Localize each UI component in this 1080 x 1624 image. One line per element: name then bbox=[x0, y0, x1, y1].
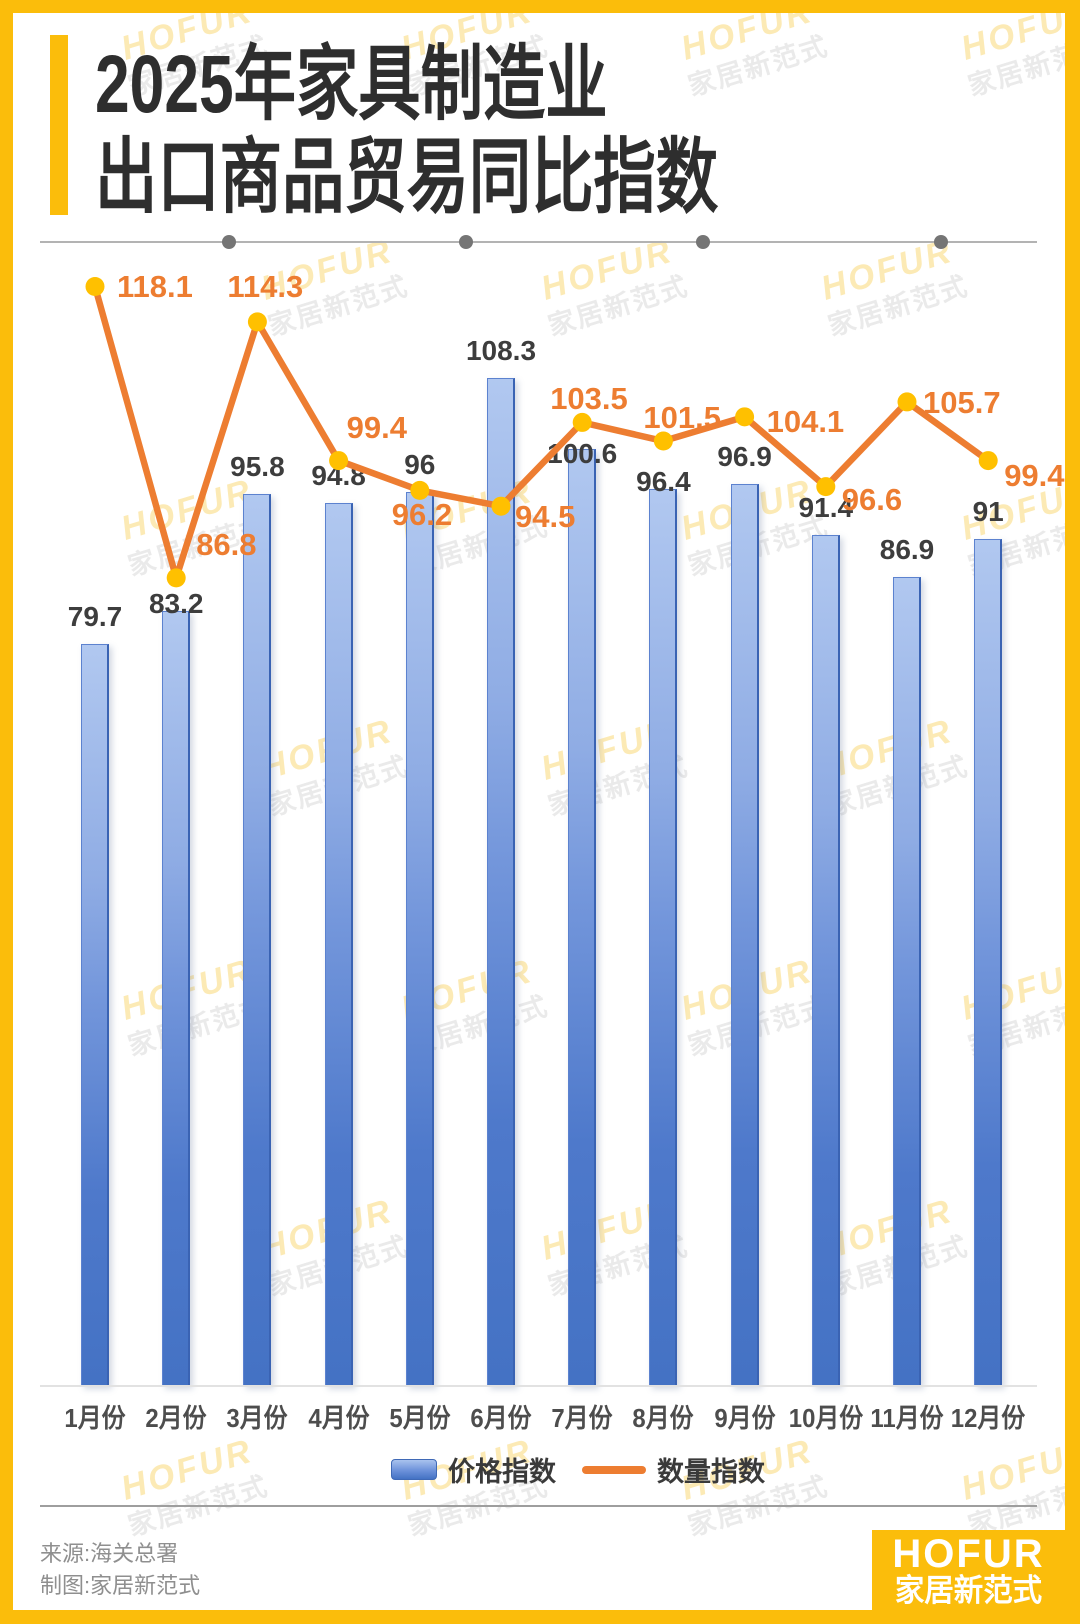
x-axis-label-2月份: 2月份 bbox=[145, 1403, 207, 1433]
x-axis-label-1月份: 1月份 bbox=[64, 1403, 126, 1433]
line-value-label: 99.4 bbox=[1004, 457, 1065, 493]
line-value-label: 105.7 bbox=[923, 384, 1001, 420]
bar-9月份 bbox=[730, 483, 759, 1386]
legend-line-swatch bbox=[582, 1465, 646, 1474]
line-value-label: 94.5 bbox=[515, 499, 576, 535]
bar-7月份 bbox=[568, 449, 597, 1386]
divider-dot bbox=[459, 235, 473, 249]
legend-bar-label: 价格指数 bbox=[448, 1457, 556, 1487]
bar-10月份 bbox=[811, 535, 840, 1386]
x-axis-label-3月份: 3月份 bbox=[226, 1403, 288, 1433]
bar-3月份 bbox=[243, 494, 272, 1386]
x-axis-label-12月份: 12月份 bbox=[950, 1403, 1026, 1433]
frame-top bbox=[0, 0, 1080, 13]
bottom-divider-line bbox=[40, 1505, 1037, 1507]
x-axis-label-9月份: 9月份 bbox=[714, 1403, 776, 1433]
bar-12月份 bbox=[974, 538, 1003, 1386]
x-axis-label-5月份: 5月份 bbox=[389, 1403, 451, 1433]
legend-bar-swatch bbox=[391, 1459, 437, 1480]
divider-dot bbox=[934, 235, 948, 249]
frame-bottom bbox=[0, 1610, 1080, 1624]
x-axis-label-4月份: 4月份 bbox=[308, 1403, 370, 1433]
line-value-label: 114.3 bbox=[227, 268, 304, 304]
legend-line-label: 数量指数 bbox=[657, 1457, 765, 1487]
bar-value-label: 86.9 bbox=[879, 533, 935, 565]
line-value-label: 118.1 bbox=[117, 269, 193, 305]
chart-legend: 价格指数 数量指数 bbox=[38, 1450, 1080, 1489]
bar-value-label: 100.6 bbox=[547, 438, 618, 470]
bar-2月份 bbox=[162, 611, 191, 1386]
frame-left bbox=[0, 0, 13, 1624]
bar-value-label: 96 bbox=[404, 449, 436, 481]
frame-right bbox=[1065, 0, 1080, 1624]
bar-value-label: 96.9 bbox=[717, 440, 772, 472]
x-axis-label-10月份: 10月份 bbox=[788, 1403, 864, 1433]
line-value-label: 101.5 bbox=[643, 400, 721, 436]
brand-logo-text: HOFUR bbox=[892, 1532, 1045, 1576]
x-axis-label-11月份: 11月份 bbox=[870, 1403, 944, 1433]
page-title-line2: 出口商品贸易同比指数 bbox=[95, 132, 719, 223]
line-value-label: 96.6 bbox=[841, 481, 903, 517]
title-accent-bar bbox=[50, 35, 68, 215]
line-value-label: 99.4 bbox=[346, 409, 407, 445]
footer-source: 来源:海关总署 bbox=[40, 1541, 179, 1566]
page-title-line1: 2025年家具制造业 bbox=[95, 39, 608, 130]
brand-logo-box: HOFUR 家居新范式 bbox=[872, 1530, 1065, 1612]
line-value-label: 86.8 bbox=[196, 526, 257, 562]
bar-1月份 bbox=[81, 643, 109, 1386]
brand-logo-subtitle: 家居新范式 bbox=[894, 1573, 1043, 1608]
bar-value-label: 108.3 bbox=[465, 334, 537, 366]
x-axis-label-7月份: 7月份 bbox=[551, 1403, 613, 1433]
divider-dot bbox=[222, 235, 236, 249]
bar-value-label: 91 bbox=[972, 495, 1004, 527]
line-value-label: 103.5 bbox=[550, 381, 628, 417]
line-value-label: 96.2 bbox=[391, 497, 453, 533]
bar-5月份 bbox=[405, 492, 434, 1386]
line-value-label: 104.1 bbox=[766, 403, 845, 439]
page-title: 2025年家具制造业 出口商品贸易同比指数 bbox=[95, 38, 718, 224]
x-axis-line bbox=[40, 1385, 1037, 1387]
bar-4月份 bbox=[324, 503, 353, 1386]
bar-value-label: 83.2 bbox=[148, 588, 204, 620]
bar-value-label: 79.7 bbox=[67, 600, 123, 632]
bar-6月份 bbox=[487, 377, 515, 1386]
divider-dot bbox=[696, 235, 710, 249]
x-axis-label-8月份: 8月份 bbox=[632, 1403, 694, 1433]
x-axis-label-6月份: 6月份 bbox=[470, 1403, 532, 1433]
bar-8月份 bbox=[649, 488, 678, 1386]
footer-credit: 制图:家居新范式 bbox=[40, 1573, 201, 1598]
top-divider-line bbox=[40, 241, 1037, 243]
bar-11月份 bbox=[893, 576, 921, 1386]
